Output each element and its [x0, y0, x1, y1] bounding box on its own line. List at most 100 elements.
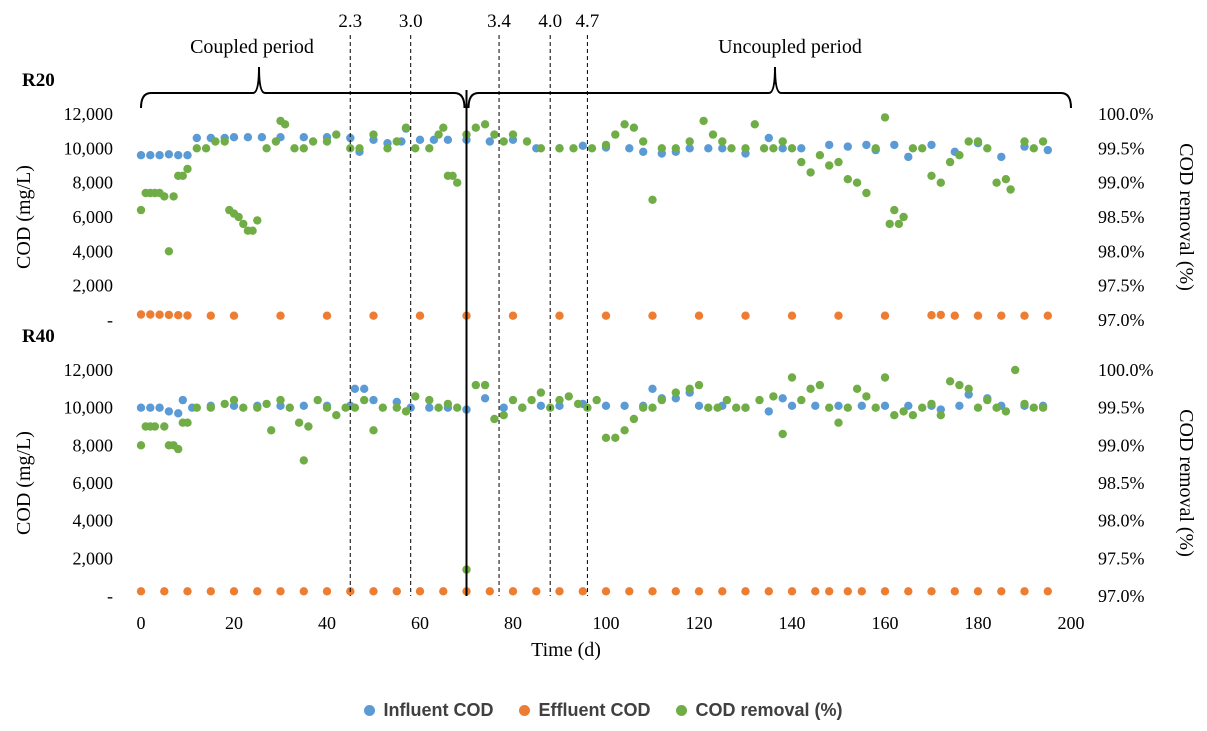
y2-tick-label: 97.5% — [1098, 548, 1145, 568]
data-point — [155, 151, 164, 160]
legend-item-effluent: Effluent COD — [519, 700, 650, 721]
data-point — [629, 414, 639, 424]
data-point — [648, 403, 657, 412]
data-point — [453, 403, 462, 412]
data-point — [136, 587, 146, 596]
data-point — [718, 587, 727, 596]
data-point — [601, 433, 611, 442]
data-point — [253, 587, 262, 596]
data-point — [1029, 144, 1039, 153]
data-point — [271, 137, 281, 146]
data-point — [1020, 137, 1029, 146]
x-tick-label: 0 — [137, 613, 146, 633]
data-point — [880, 401, 890, 410]
data-point — [434, 403, 443, 412]
data-point — [759, 144, 769, 153]
y-tick-label: 6,000 — [73, 473, 114, 493]
data-point — [797, 144, 806, 153]
y-tick-label: - — [107, 586, 113, 606]
data-point — [369, 426, 378, 435]
data-point — [843, 175, 852, 184]
data-point — [834, 401, 843, 410]
data-point — [964, 137, 973, 146]
data-point — [369, 130, 378, 139]
y2-tick-label: 100.0% — [1098, 104, 1154, 124]
data-point — [927, 311, 936, 320]
data-point — [346, 133, 355, 143]
data-point — [857, 587, 866, 596]
data-point — [299, 456, 308, 465]
chart-canvas: R20 - 2,000 4,000 6,000 8,000 10,000 12,000 97.0… — [13, 11, 1197, 661]
data-point — [192, 144, 201, 153]
data-point — [625, 144, 634, 153]
data-point — [852, 178, 862, 187]
data-point — [955, 401, 964, 410]
data-point — [392, 403, 401, 412]
data-point — [587, 144, 597, 153]
data-point — [694, 380, 704, 390]
data-point — [332, 130, 341, 139]
data-point — [857, 401, 866, 410]
data-point — [480, 394, 490, 403]
data-point — [648, 384, 657, 393]
data-point — [964, 384, 973, 393]
data-point — [485, 587, 494, 596]
data-point — [290, 144, 299, 153]
data-point — [229, 133, 239, 142]
x-tick-label: 100 — [593, 613, 620, 633]
legend-label-removal: COD removal (%) — [695, 700, 843, 720]
data-point — [192, 403, 201, 412]
data-point — [174, 444, 183, 454]
data-point — [155, 310, 164, 319]
data-point — [927, 399, 936, 409]
data-point — [694, 311, 704, 320]
data-point — [174, 151, 183, 160]
data-point — [834, 311, 843, 320]
data-point — [983, 144, 992, 153]
data-point — [160, 192, 169, 201]
data-point — [620, 426, 629, 435]
data-point — [671, 388, 680, 397]
data-point — [243, 133, 253, 142]
data-point — [997, 152, 1006, 162]
data-point — [815, 151, 825, 160]
data-point — [918, 403, 927, 412]
data-point — [564, 392, 573, 401]
legend-item-influent: Influent COD — [364, 700, 493, 721]
data-point — [401, 123, 411, 132]
x-tick-label: 160 — [872, 613, 899, 633]
data-point — [657, 144, 666, 153]
data-point — [718, 144, 727, 153]
data-point — [834, 157, 843, 167]
data-point — [206, 587, 215, 596]
data-point — [778, 144, 787, 153]
data-point — [239, 219, 248, 229]
data-point — [239, 403, 248, 412]
data-point — [797, 157, 806, 167]
data-point — [927, 171, 936, 180]
y-tick-label: - — [107, 310, 113, 330]
data-point — [276, 587, 285, 596]
y2-tick-label: 99.5% — [1098, 138, 1145, 158]
legend-marker-removal — [676, 705, 688, 716]
data-point — [806, 168, 815, 177]
data-point — [443, 399, 453, 409]
data-point — [997, 311, 1006, 320]
data-point — [927, 140, 936, 150]
data-point — [769, 392, 778, 401]
data-point — [611, 433, 620, 442]
data-point — [332, 411, 341, 420]
data-point — [499, 411, 508, 420]
y-tick-label: 2,000 — [73, 276, 114, 296]
data-point — [536, 388, 546, 397]
data-point — [322, 587, 332, 596]
marker-label: 4.0 — [538, 11, 562, 32]
data-point — [471, 380, 480, 390]
data-point — [160, 587, 169, 596]
x-tick-label: 40 — [318, 613, 336, 633]
data-point — [383, 144, 392, 153]
data-point — [192, 133, 201, 143]
data-point — [174, 409, 183, 418]
data-point — [787, 144, 797, 153]
data-point — [1029, 403, 1039, 412]
